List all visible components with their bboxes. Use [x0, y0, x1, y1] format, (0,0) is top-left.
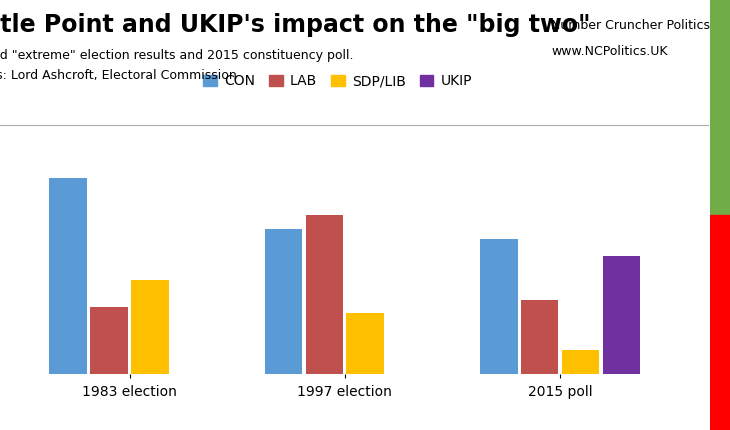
- Bar: [91, 307, 128, 374]
- Bar: [710, 215, 730, 430]
- Bar: [520, 300, 558, 374]
- Bar: [480, 239, 518, 374]
- Text: www.NCPolitics.UK: www.NCPolitics.UK: [551, 45, 668, 58]
- Legend: CON, LAB, SDP/LIB, UKIP: CON, LAB, SDP/LIB, UKIP: [198, 69, 477, 94]
- Bar: [306, 215, 343, 374]
- Bar: [561, 350, 599, 374]
- Bar: [602, 256, 640, 374]
- Bar: [50, 178, 87, 374]
- Bar: [264, 229, 302, 374]
- Bar: [347, 313, 384, 374]
- Text: Sources: Lord Ashcroft, Electoral Commission: Sources: Lord Ashcroft, Electoral Commis…: [0, 69, 237, 82]
- Bar: [131, 280, 169, 374]
- Text: Adjusted "extreme" election results and 2015 constituency poll.: Adjusted "extreme" election results and …: [0, 49, 353, 62]
- Bar: [710, 0, 730, 215]
- Text: Castle Point and UKIP's impact on the "big two": Castle Point and UKIP's impact on the "b…: [0, 13, 590, 37]
- Text: Number Cruncher Politics: Number Cruncher Politics: [551, 19, 710, 32]
